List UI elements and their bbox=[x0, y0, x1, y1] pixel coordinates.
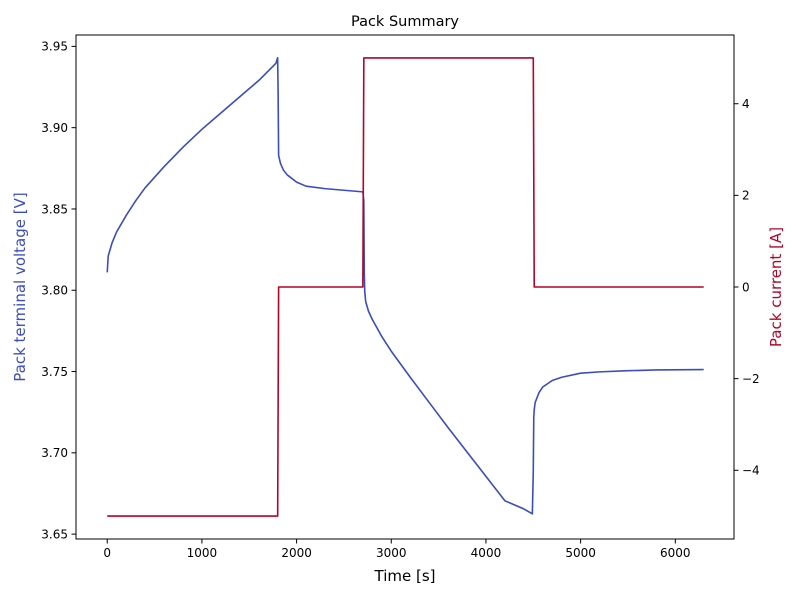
y-right-tick-label: 0 bbox=[742, 280, 750, 294]
x-axis-label: Time [s] bbox=[374, 567, 436, 585]
y-right-tick-label: −4 bbox=[742, 464, 760, 478]
x-tick-label: 4000 bbox=[471, 546, 502, 560]
y-left-tick-label: 3.75 bbox=[41, 365, 68, 379]
x-tick-label: 0 bbox=[103, 546, 111, 560]
y-right-tick-label: −2 bbox=[742, 372, 760, 386]
y-left-tick-label: 3.90 bbox=[41, 121, 68, 135]
y-left-axis-ticks: 3.65 3.70 3.75 3.80 3.85 3.90 3.95 bbox=[41, 40, 76, 541]
x-axis-ticks: 0 1000 2000 3000 4000 5000 6000 bbox=[103, 539, 691, 560]
y-left-tick-label: 3.80 bbox=[41, 284, 68, 298]
y-left-tick-label: 3.65 bbox=[41, 527, 68, 541]
y-right-tick-label: 2 bbox=[742, 189, 750, 203]
x-tick-label: 6000 bbox=[660, 546, 691, 560]
x-tick-label: 3000 bbox=[376, 546, 407, 560]
y-right-tick-label: 4 bbox=[742, 97, 750, 111]
x-tick-label: 2000 bbox=[281, 546, 312, 560]
x-tick-label: 1000 bbox=[187, 546, 218, 560]
y-right-axis-ticks: −4 −2 0 2 4 bbox=[734, 97, 760, 478]
chart-title: Pack Summary bbox=[351, 14, 459, 30]
y-left-tick-label: 3.85 bbox=[41, 202, 68, 216]
y-left-tick-label: 3.95 bbox=[41, 40, 68, 54]
voltage-series-line bbox=[106, 56, 704, 515]
y-left-axis-label: Pack terminal voltage [V] bbox=[11, 192, 29, 381]
x-tick-label: 5000 bbox=[565, 546, 596, 560]
plot-lines bbox=[106, 56, 704, 517]
y-right-axis-label: Pack current [A] bbox=[767, 227, 785, 347]
y-left-tick-label: 3.70 bbox=[41, 446, 68, 460]
current-series-line bbox=[107, 57, 704, 517]
